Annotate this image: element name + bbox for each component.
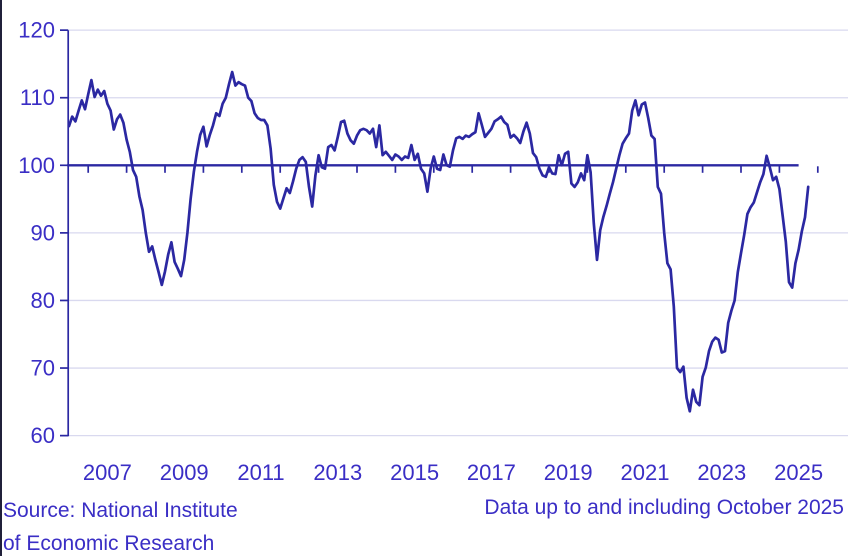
source-text-line2: of Economic Research <box>3 532 215 555</box>
y-axis-label: 90 <box>31 220 55 245</box>
x-axis-ticks <box>87 166 819 173</box>
x-axis-label: 2007 <box>83 460 132 485</box>
data-note-text: Data up to and including October 2025 <box>484 496 844 519</box>
x-axis-labels: 2007 2009 2011 2013 2015 2017 2019 2021 2023 2025 <box>83 460 823 485</box>
x-axis-label: 2023 <box>697 460 746 485</box>
x-axis-label: 2011 <box>237 460 284 485</box>
y-axis-labels: 60 70 80 90 100 110 120 <box>18 18 55 448</box>
y-axis-label: 70 <box>31 356 55 381</box>
y-axis-label: 100 <box>18 153 55 178</box>
y-axis-label: 80 <box>31 288 55 313</box>
x-axis-label: 2009 <box>160 460 209 485</box>
y-axis-label: 120 <box>18 18 55 43</box>
left-edge-border <box>0 0 2 556</box>
source-text: Source: National Institute of Economic R… <box>3 494 238 556</box>
gridlines <box>68 29 848 437</box>
x-axis-label: 2025 <box>774 460 823 485</box>
y-axis-label: 60 <box>31 423 55 448</box>
x-axis-label: 2021 <box>621 460 670 485</box>
x-axis-label: 2017 <box>467 460 516 485</box>
source-text-line1: Source: National Institute <box>3 499 238 522</box>
x-axis-label: 2015 <box>390 460 439 485</box>
x-axis-label: 2013 <box>313 460 362 485</box>
x-axis-label: 2019 <box>544 460 593 485</box>
y-axis <box>60 29 70 437</box>
y-axis-label: 110 <box>20 85 55 110</box>
indicator-line <box>67 70 810 413</box>
data-line <box>67 70 810 413</box>
